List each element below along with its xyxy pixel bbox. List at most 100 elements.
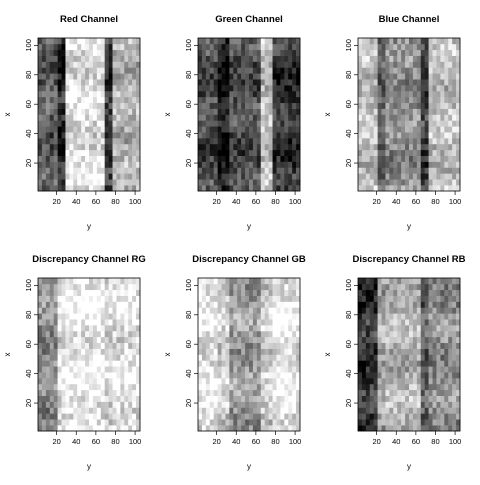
x-tick-label: 80 [431, 437, 439, 446]
heatmap-cell [440, 360, 445, 367]
heatmap-cell [61, 120, 66, 127]
heatmap-cell [401, 378, 406, 385]
heatmap-cell [124, 108, 129, 115]
heatmap-cell [385, 55, 390, 62]
heatmap-cell [416, 102, 422, 109]
heatmap-cell [132, 307, 137, 314]
heatmap-cell [201, 325, 207, 332]
heatmap-cell [444, 360, 449, 367]
heatmap-cell [252, 143, 258, 151]
heatmap-cell [57, 67, 62, 74]
heatmap-cell [233, 173, 238, 180]
heatmap-cell [428, 325, 433, 332]
heatmap-cell [53, 278, 58, 285]
heatmap-cell [205, 90, 211, 98]
heatmap-cell [81, 383, 86, 391]
heatmap-cell [81, 90, 86, 98]
heatmap-cell [365, 283, 371, 291]
heatmap-cell [205, 55, 211, 62]
heatmap-cell [57, 143, 62, 151]
heatmap-cell [381, 102, 386, 109]
heatmap-cell [424, 401, 429, 408]
heatmap-cell [448, 395, 453, 402]
y-tick-label: 20 [184, 159, 193, 167]
heatmap-cell [440, 289, 445, 296]
heatmap-cell [120, 120, 125, 127]
heatmap-cell [49, 319, 54, 326]
heatmap-cell [284, 73, 289, 80]
heatmap-cell [440, 389, 445, 396]
heatmap-cell [264, 383, 269, 391]
heatmap-cell [416, 173, 422, 180]
heatmap-cell [116, 108, 121, 115]
heatmap-cell [361, 366, 367, 373]
heatmap-cell [288, 55, 293, 62]
heatmap-cell [77, 61, 82, 68]
heatmap-cell [284, 407, 289, 414]
heatmap-cell [436, 378, 441, 385]
heatmap-cell [245, 425, 250, 432]
heatmap-cell [440, 149, 445, 156]
heatmap-cell [280, 143, 285, 151]
heatmap-cell [209, 49, 214, 56]
heatmap-cell [412, 401, 418, 408]
heatmap-cell [96, 289, 102, 296]
heatmap-cell [296, 336, 301, 344]
heatmap-cell [49, 167, 54, 174]
heatmap-cell [252, 360, 258, 367]
heatmap-cell [276, 354, 281, 361]
heatmap-cell [213, 289, 218, 296]
heatmap-cell [436, 96, 441, 104]
heatmap-cell [377, 348, 382, 355]
heatmap-cell [104, 372, 109, 379]
heatmap-cell [65, 348, 70, 355]
heatmap-cell [209, 167, 214, 174]
heatmap-cell [38, 283, 43, 291]
heatmap-cell [260, 61, 265, 68]
heatmap-cell [401, 301, 406, 308]
heatmap-cell [416, 85, 422, 92]
heatmap-cell [397, 149, 402, 156]
heatmap-cell [85, 383, 90, 391]
heatmap-cell [198, 38, 203, 45]
heatmap-cell [432, 120, 437, 127]
heatmap-cell [452, 161, 457, 168]
heatmap-cell [409, 49, 414, 56]
heatmap-cell [85, 85, 90, 92]
heatmap-cell [264, 114, 269, 121]
heatmap-cell [65, 378, 70, 385]
heatmap-cell [69, 79, 74, 86]
heatmap-cell [69, 283, 74, 291]
heatmap-cell [209, 395, 214, 402]
heatmap-cell [389, 67, 394, 74]
heatmap-cell [49, 283, 54, 291]
heatmap-cell [440, 102, 445, 109]
x-tick-label: 100 [129, 437, 142, 446]
heatmap-cell [256, 354, 262, 361]
heatmap-cell [444, 138, 449, 145]
heatmap-cell [280, 348, 285, 355]
heatmap-cell [108, 289, 113, 296]
heatmap-cell [424, 132, 429, 139]
heatmap-cell [444, 289, 449, 296]
heatmap-cell [73, 120, 78, 127]
heatmap-cell [452, 360, 457, 367]
heatmap-cell [448, 108, 453, 115]
heatmap-cell [361, 173, 367, 180]
heatmap-cell [245, 132, 250, 139]
heatmap-cell [280, 330, 285, 338]
heatmap-cell [57, 354, 62, 361]
heatmap-cell [260, 378, 265, 385]
heatmap-cell [81, 108, 86, 115]
heatmap-cell [120, 401, 125, 408]
heatmap-cell [213, 419, 218, 426]
heatmap-cell [136, 79, 141, 86]
heatmap-cell [124, 372, 129, 379]
heatmap-cell [381, 185, 386, 192]
heatmap-cell [432, 319, 437, 326]
heatmap-cell [409, 336, 414, 344]
heatmap-cell [264, 67, 269, 74]
heatmap-cell [120, 372, 125, 379]
heatmap-cell [249, 425, 254, 432]
heatmap-cell [361, 372, 367, 379]
